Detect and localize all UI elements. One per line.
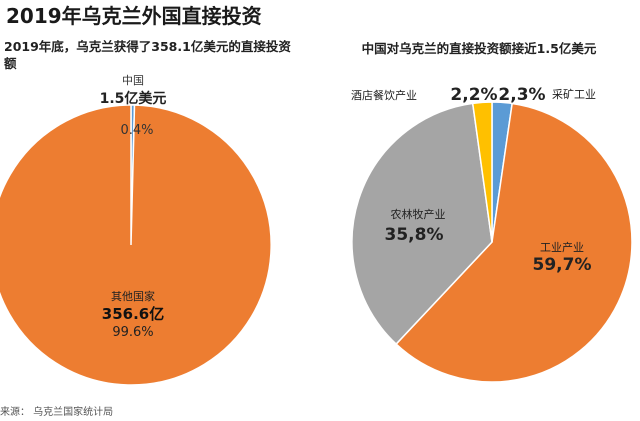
label-industry-name: 工业产业 — [540, 240, 584, 254]
label-others-name: 其他国家 — [111, 289, 155, 303]
label-others-amount: 356.6亿 — [102, 305, 164, 323]
label-hotel-name: 酒店餐饮产业 — [351, 88, 417, 102]
label-hotel-pct: 2,2% — [450, 85, 497, 105]
label-mining-name: 采矿工业 — [552, 88, 596, 101]
right-pie-slice-2 — [351, 102, 493, 346]
label-mining-pct: 2,3% — [498, 85, 545, 105]
left-pie-slice-1 — [0, 104, 272, 386]
label-china-pct: 0.4% — [120, 123, 153, 138]
left-chart-subtitle: 2019年底，乌克兰获得了358.1亿美元的直接投资额 — [4, 39, 291, 71]
right-pie-labels: 酒店餐饮产业 2,2% 2,3% 采矿工业 农林牧产业 35,8% 工业产业 5… — [351, 85, 596, 275]
right-chart-subtitle: 中国对乌克兰的直接投资额接近1.5亿美元 — [361, 41, 597, 56]
right-pie-slice-1 — [395, 102, 633, 383]
source-note: 来源： 乌克兰国家统计局 — [0, 407, 114, 418]
label-agri-name: 农林牧产业 — [391, 207, 446, 221]
left-pie-labels: 中国 1.5亿美元 0.4% 其他国家 356.6亿 99.6% — [100, 74, 167, 340]
left-pie — [0, 104, 272, 386]
label-others-pct: 99.6% — [112, 325, 153, 340]
label-china-amount: 1.5亿美元 — [100, 90, 167, 107]
right-pie-slice-3 — [471, 101, 493, 243]
label-agri-pct: 35,8% — [385, 225, 444, 245]
right-pie — [351, 101, 633, 383]
label-china-name: 中国 — [122, 74, 144, 87]
chart-title: 2019年乌克兰外国直接投资 — [6, 4, 262, 28]
label-industry-pct: 59,7% — [533, 255, 592, 275]
